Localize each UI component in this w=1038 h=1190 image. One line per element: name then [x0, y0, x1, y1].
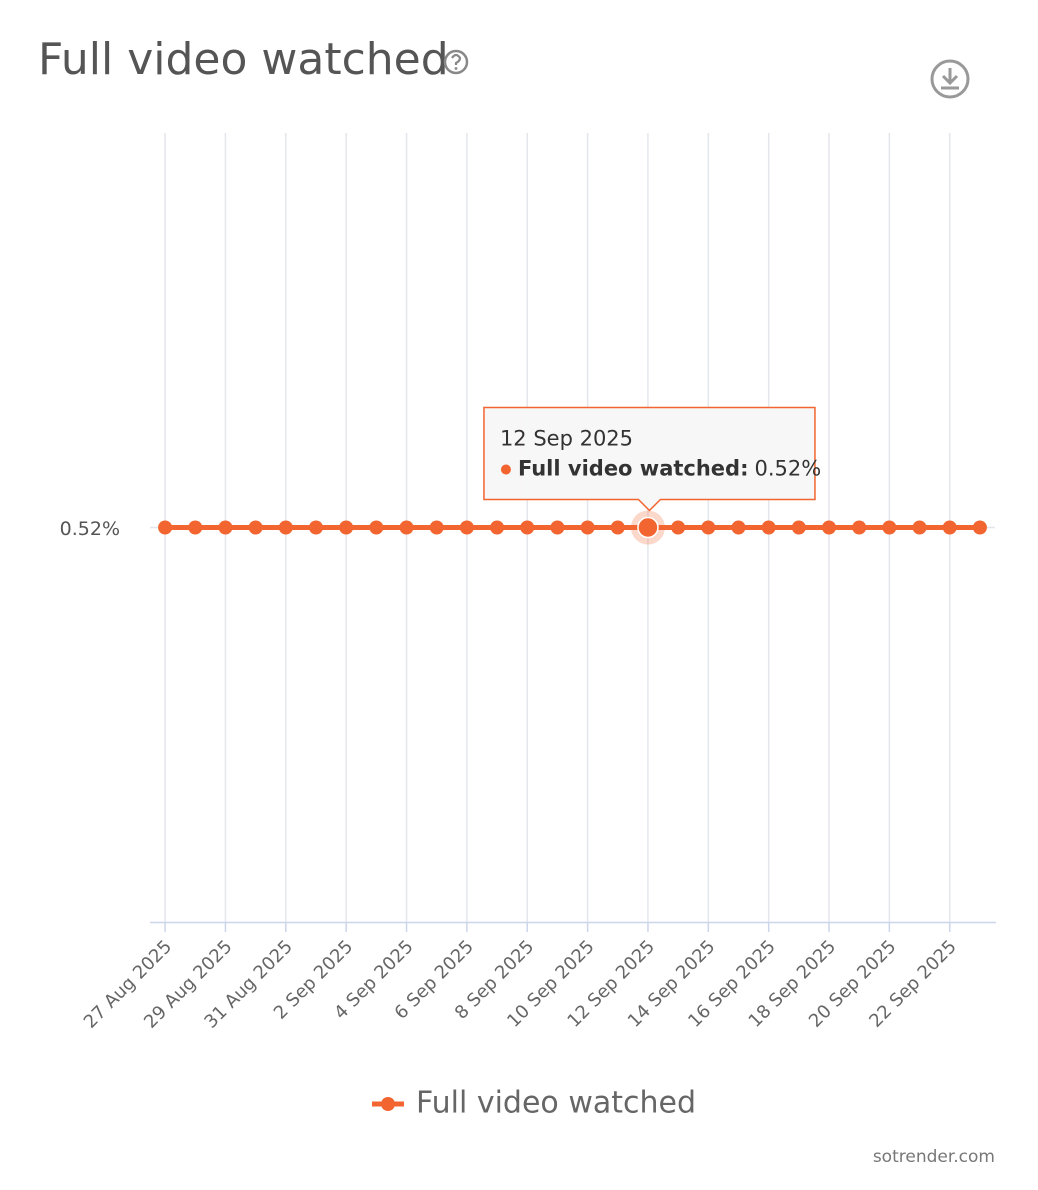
data-point: [550, 520, 565, 535]
data-point: [520, 520, 535, 535]
help-mark: [451, 53, 462, 65]
data-point: [188, 520, 203, 535]
download-button[interactable]: [930, 59, 970, 99]
data-point: [882, 520, 897, 535]
hover-point: [637, 516, 659, 539]
data-point: [791, 520, 806, 535]
help-icon[interactable]: [443, 49, 469, 75]
data-point: [429, 520, 444, 535]
credit: sotrender.com: [873, 1147, 995, 1167]
data-point: [218, 520, 233, 535]
tooltip: 12 Sep 2025 Full video watched: 0.52%: [483, 406, 821, 512]
legend[interactable]: Full video watched: [372, 1086, 696, 1121]
data-point: [339, 520, 354, 535]
data-point: [671, 520, 686, 535]
data-point: [459, 520, 474, 535]
tooltip-series: Full video watched:: [518, 457, 749, 481]
data-point: [580, 520, 595, 535]
download-circle: [930, 59, 970, 99]
chart-title: Full video watched: [38, 34, 449, 85]
tooltip-marker: [500, 464, 511, 475]
data-point: [248, 520, 263, 535]
data-point: [369, 520, 384, 535]
data-point: [972, 520, 987, 535]
data-point: [399, 520, 414, 535]
data-point: [731, 520, 746, 535]
tooltip-title: 12 Sep 2025: [500, 427, 633, 451]
data-point: [701, 520, 716, 535]
tooltip-value: 0.52%: [754, 457, 821, 481]
help-circle: [443, 49, 469, 75]
data-point: [308, 520, 323, 535]
data-point: [158, 520, 173, 535]
legend-label: Full video watched: [416, 1086, 696, 1121]
help-dot: [454, 67, 458, 70]
tooltip-line: Full video watched: 0.52%: [518, 457, 821, 481]
y-tick-label: 0.52%: [60, 518, 120, 540]
tooltip-box: [483, 406, 816, 512]
data-point: [610, 520, 625, 535]
data-point: [942, 520, 957, 535]
data-point: [490, 520, 505, 535]
download-arrow: [941, 68, 959, 90]
data-point: [912, 520, 927, 535]
data-point: [852, 520, 867, 535]
data-point: [278, 520, 293, 535]
legend-marker: [381, 1097, 395, 1111]
data-point: [761, 520, 776, 535]
data-point: [822, 520, 837, 535]
